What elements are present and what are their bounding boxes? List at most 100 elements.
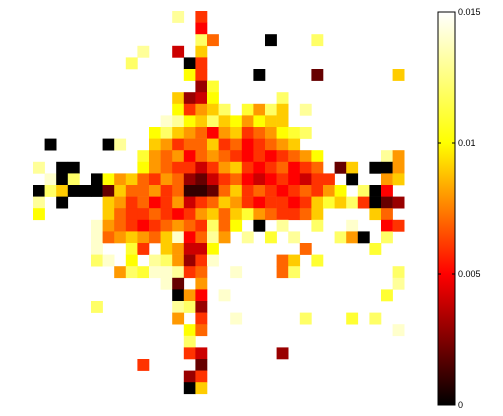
heatmap-cell [125,266,138,279]
heatmap-cell [253,196,266,209]
heatmap-cell [183,196,196,209]
heatmap-cell [56,173,69,186]
heatmap-cell [172,266,185,279]
heatmap-cell [276,92,289,105]
colorbar-tick-label: 0.01 [458,138,476,148]
heatmap-cell [207,231,219,244]
heatmap-cell [195,150,208,163]
heatmap-cell [392,173,405,186]
heatmap-cell [334,161,347,174]
heatmap-cell [207,196,219,209]
heatmap-cell [102,219,115,232]
heatmap-cell [195,301,208,313]
heatmap-cell [195,103,208,116]
heatmap-cell [195,22,208,35]
heatmap-cell [392,277,405,290]
heatmap-cell [183,324,196,337]
heatmap-cell [369,161,382,174]
colorbar-gradient [437,11,456,406]
heatmap-cell [172,173,185,186]
heatmap-cell [218,173,231,186]
heatmap-cell [241,161,254,174]
heatmap-cell [230,161,243,174]
heatmap-cell [357,196,370,209]
heatmap-cell [183,127,196,139]
heatmap-cell [183,173,196,186]
heatmap-cell [230,150,243,163]
colorbar-tick-label: 0.015 [458,7,481,17]
heatmap-cell [241,127,254,139]
heatmap-cell [125,196,138,209]
heatmap-cell [207,92,219,105]
heatmap-cell [207,173,219,186]
heatmap-cell [91,185,103,197]
colorbar-tick-label: 0.005 [458,269,481,279]
heatmap-cell [276,254,289,267]
heatmap-cell [357,185,370,197]
heatmap-cell [125,185,138,197]
heatmap-cell [241,103,254,116]
heatmap-cell [160,254,173,267]
heatmap-cell [102,138,115,151]
heatmap-cell [218,196,231,209]
heatmap-cell [265,196,277,209]
heatmap-cell [311,161,324,174]
heatmap-cell [172,11,185,23]
heatmap-cell [311,69,324,81]
heatmap-cell [288,266,301,279]
heatmap-cell [172,161,185,174]
heatmap-cell [299,127,312,139]
heatmap-cell [311,34,324,47]
heatmap-cell [288,196,301,209]
heatmap-cell [160,219,173,232]
heatmap-cell [276,161,289,174]
heatmap-cell [137,185,150,197]
heatmap-cell [183,115,196,128]
heatmap-cell [137,359,150,371]
heatmap-cell [137,45,150,58]
heatmap-cell [160,277,173,290]
heatmap-cell [253,161,266,174]
heatmap-cell [265,161,277,174]
heatmap-cell [33,185,45,197]
heatmap-cell [195,347,208,360]
heatmap-cell [253,69,266,81]
heatmap-cell [114,219,127,232]
heatmap-cell [230,115,243,128]
heatmap-cell [172,185,185,197]
heatmap-cell [195,173,208,186]
heatmap-cell [195,127,208,139]
heatmap-cell [183,185,196,197]
heatmap-cell [91,231,103,244]
heatmap-cell [114,231,127,244]
heatmap-cell [253,208,266,221]
heatmap-cell [265,208,277,221]
heatmap-cell [207,243,219,255]
heatmap-cell [195,45,208,58]
heatmap-cell [299,161,312,174]
heatmap-cell [207,80,219,93]
heatmap-cell [241,196,254,209]
heatmap-cell [114,196,127,209]
heatmap-cell [311,173,324,186]
heatmap-cell [183,138,196,151]
heatmap-cell [265,127,277,139]
heatmap-cell [195,185,208,197]
heatmap-cell [230,266,243,279]
heatmap-cell [195,359,208,371]
heatmap-cell [183,370,196,383]
heatmap-cell [195,34,208,47]
heatmap-cell [172,254,185,267]
heatmap-cell [323,185,335,197]
heatmap-cell [125,243,138,255]
heatmap-cell [160,173,173,186]
heatmap-cell [299,208,312,221]
heatmap-cell [311,150,324,163]
heatmap-cell [91,219,103,232]
heatmap-cell [125,254,138,267]
heatmap-cell [160,150,173,163]
heatmap-cell [392,219,405,232]
heatmap-cell [207,208,219,221]
heatmap-cell [299,173,312,186]
heatmap-cell [381,219,393,232]
